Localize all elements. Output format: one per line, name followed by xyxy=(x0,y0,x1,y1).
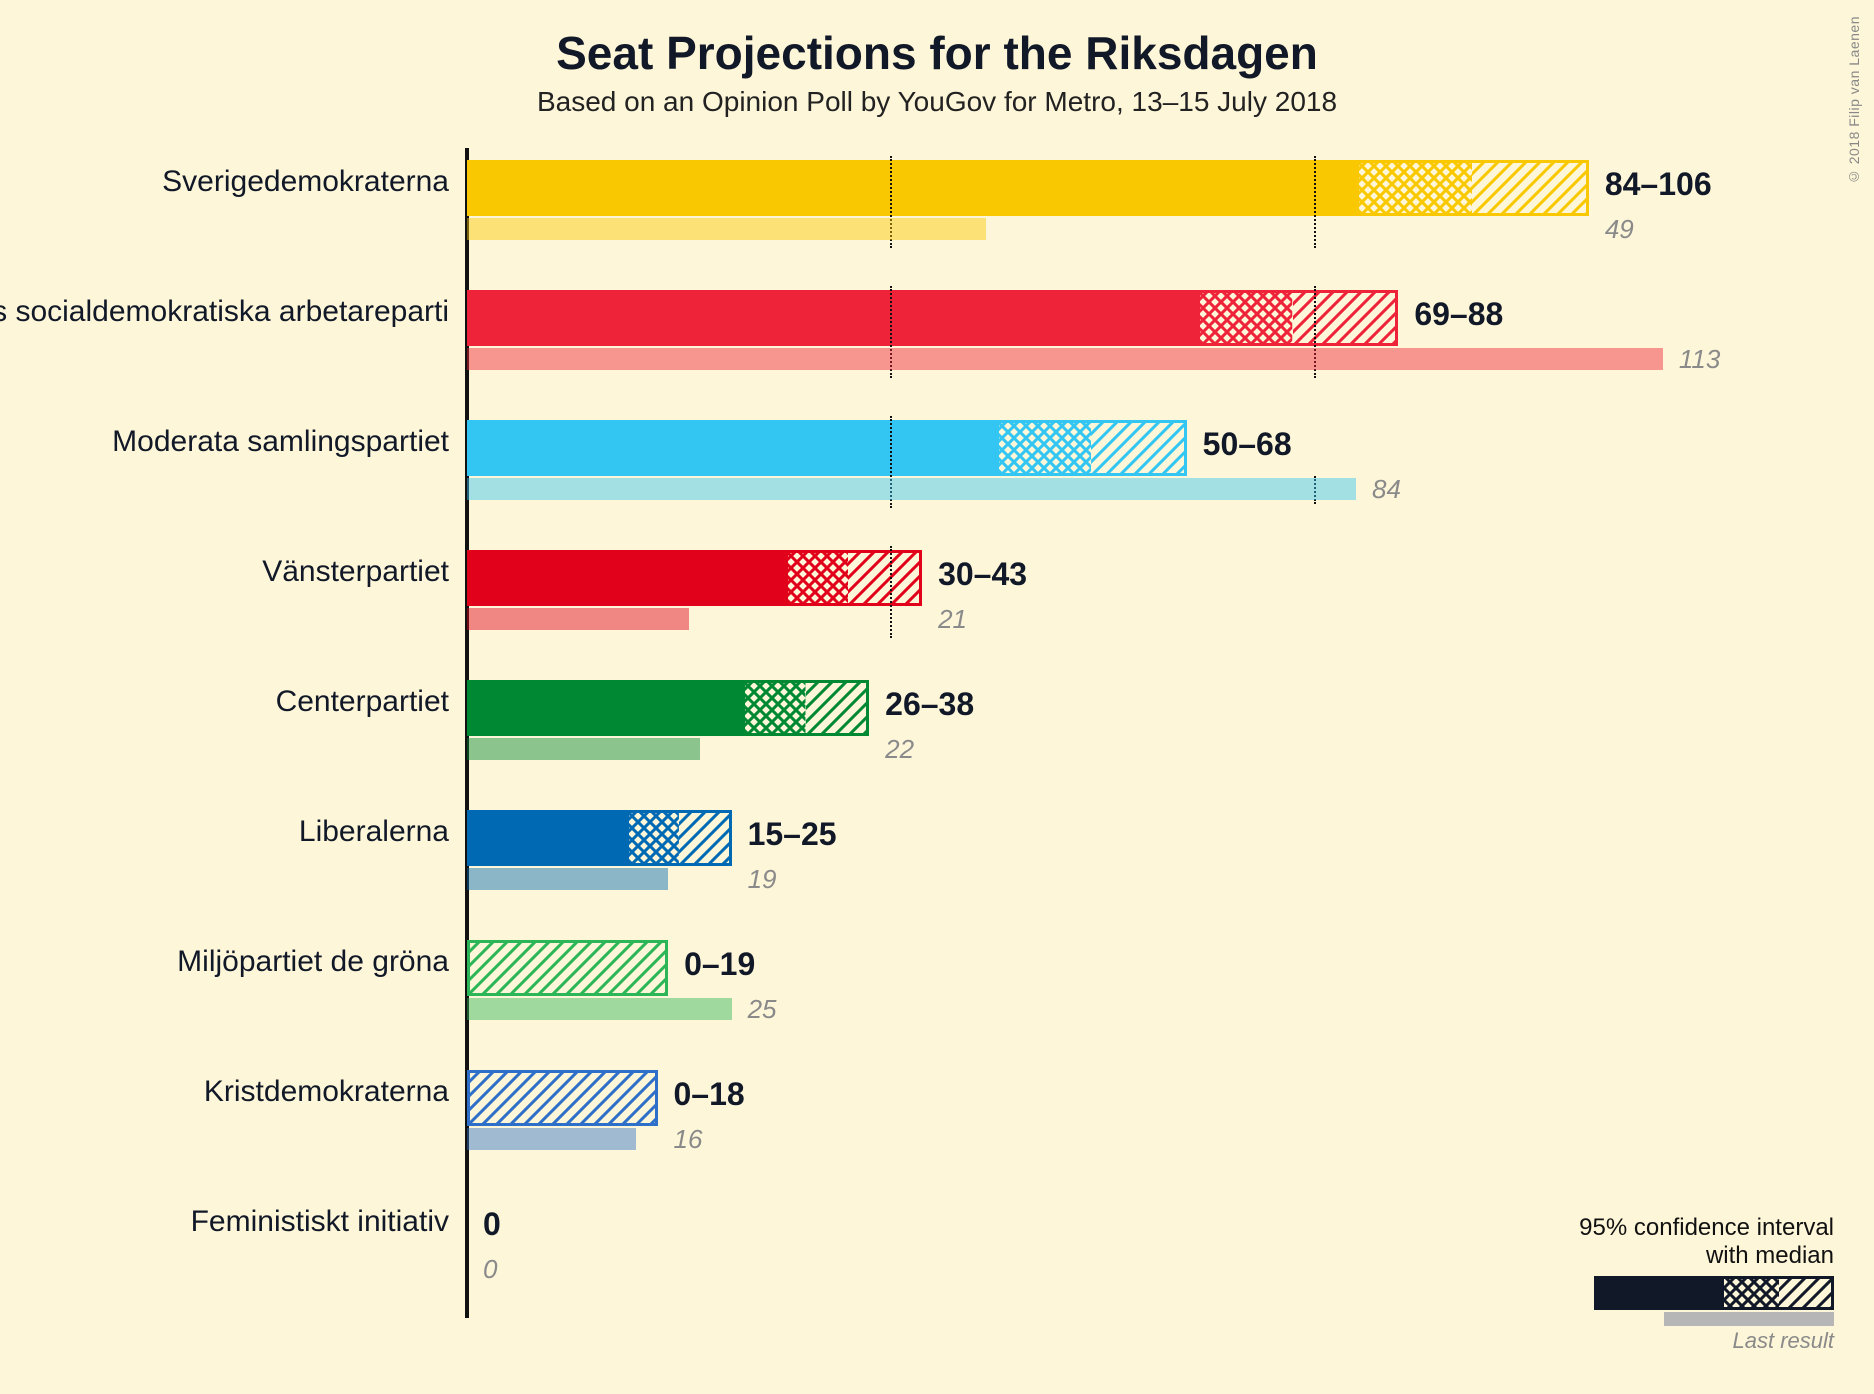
previous-result-label: 0 xyxy=(483,1254,497,1285)
ci-full-outline xyxy=(467,290,1398,346)
range-label: 84–106 xyxy=(1605,166,1712,203)
ci-full-outline xyxy=(467,160,1589,216)
range-label: 50–68 xyxy=(1203,426,1292,463)
previous-result-label: 84 xyxy=(1372,474,1401,505)
party-label: Miljöpartiet de gröna xyxy=(177,945,449,979)
party-label: Liberalerna xyxy=(299,815,449,849)
party-label: Sverigedemokraterna xyxy=(162,165,449,199)
party-label: Feministiskt initiativ xyxy=(191,1205,449,1239)
previous-result-label: 25 xyxy=(748,994,777,1025)
range-label: 26–38 xyxy=(885,686,974,723)
legend: 95% confidence intervalwith median Last r… xyxy=(1534,1214,1834,1364)
gridline xyxy=(1314,156,1316,248)
legend-ci-text-1: 95% confidence interval xyxy=(1579,1214,1834,1242)
previous-result-bar xyxy=(467,348,1663,370)
ci-full-outline xyxy=(467,420,1187,476)
range-label: 30–43 xyxy=(938,556,1027,593)
ci-full-outline xyxy=(467,940,668,996)
party-label: Sveriges socialdemokratiska arbetarepart… xyxy=(0,295,449,329)
chart-root: © 2018 Filip van Laenen Seat Projections… xyxy=(0,0,1874,1394)
party-label: Moderata samlingspartiet xyxy=(112,425,449,459)
party-label: Vänsterpartiet xyxy=(262,555,449,589)
chart-titles: Seat Projections for the Riksdagen Based… xyxy=(0,26,1874,118)
previous-result-bar xyxy=(467,218,986,240)
ci-full-outline xyxy=(467,550,922,606)
legend-ci-text-2: with median xyxy=(1706,1242,1834,1270)
party-label: Kristdemokraterna xyxy=(204,1075,449,1109)
legend-prev-text: Last result xyxy=(1733,1328,1835,1354)
previous-result-label: 22 xyxy=(885,734,914,765)
previous-result-bar xyxy=(467,998,732,1020)
previous-result-bar xyxy=(467,608,689,630)
range-label: 0–19 xyxy=(684,946,755,983)
previous-result-bar xyxy=(467,738,700,760)
previous-result-label: 49 xyxy=(1605,214,1634,245)
legend-prev-bar xyxy=(1664,1312,1834,1326)
range-label: 15–25 xyxy=(748,816,837,853)
previous-result-label: 19 xyxy=(748,864,777,895)
chart-title: Seat Projections for the Riksdagen xyxy=(0,26,1874,80)
previous-result-label: 21 xyxy=(938,604,967,635)
previous-result-label: 16 xyxy=(674,1124,703,1155)
previous-result-bar xyxy=(467,1128,636,1150)
chart-subtitle: Based on an Opinion Poll by YouGov for M… xyxy=(0,86,1874,118)
range-label: 0–18 xyxy=(674,1076,745,1113)
ci-full-outline xyxy=(467,1070,658,1126)
previous-result-bar xyxy=(467,868,668,890)
ci-full-outline xyxy=(467,810,732,866)
previous-result-label: 113 xyxy=(1679,344,1720,375)
party-label: Centerpartiet xyxy=(276,685,449,719)
range-label: 0 xyxy=(483,1206,501,1243)
range-label: 69–88 xyxy=(1414,296,1503,333)
gridline xyxy=(890,546,892,638)
plot-area: 84–106 49 69–88 113 50–68 84 30–43 21 26–38 22 15–… xyxy=(467,148,1737,1318)
ci-full-outline xyxy=(467,680,869,736)
legend-ci-outline xyxy=(1594,1276,1834,1310)
previous-result-bar xyxy=(467,478,1356,500)
